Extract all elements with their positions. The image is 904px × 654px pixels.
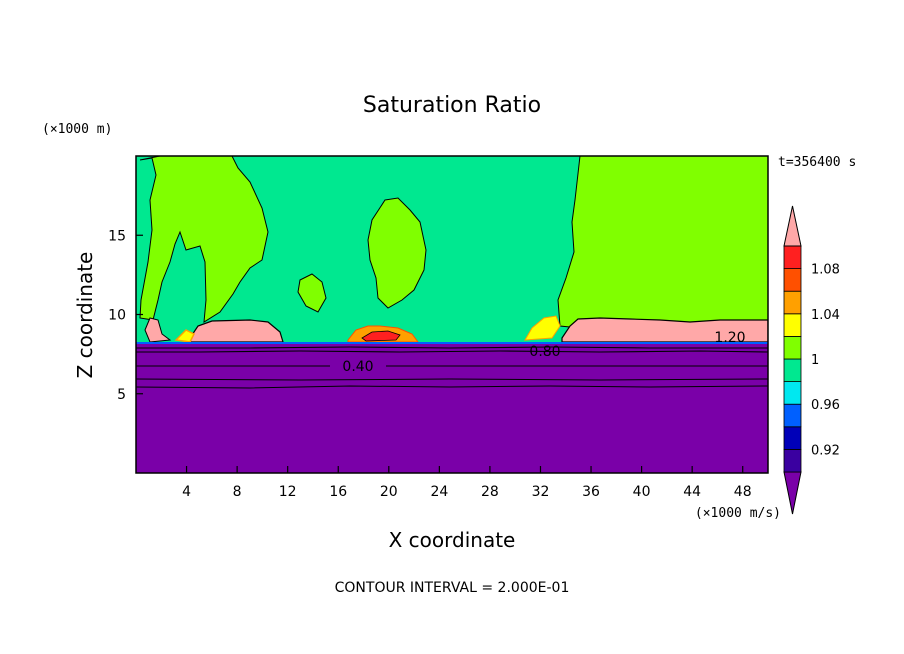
colorbar: 0.92 0.96 1 1.04 1.08 [783, 205, 840, 515]
x-tick-label: 44 [683, 484, 701, 500]
x-tick-label: 32 [532, 484, 550, 500]
colorbar-segment [783, 290, 802, 315]
colorbar-segment [783, 313, 802, 337]
contour-line [136, 350, 768, 353]
contour-line [136, 346, 768, 349]
y-tick-label: 10 [108, 308, 126, 324]
contour-label: 0.80 [529, 344, 560, 360]
x-axis-label: X coordinate [389, 528, 516, 552]
colorbar-segment [783, 448, 802, 473]
colorbar-segment [783, 245, 802, 270]
cloud-core [189, 319, 284, 343]
subsaturated-region [136, 344, 768, 473]
colorbar-tick-label: 1.08 [811, 263, 840, 278]
chart-title: Saturation Ratio [363, 93, 541, 118]
contour-line [136, 378, 768, 381]
colorbar-segment [783, 381, 802, 405]
anvil-region [557, 156, 768, 331]
x-tick-label: 40 [633, 484, 651, 500]
anvil-region [139, 156, 269, 323]
x-tick-label: 4 [182, 484, 191, 500]
x-tick-label: 48 [734, 484, 752, 500]
contour-interval-note: CONTOUR INTERVAL = 2.000E-01 [335, 580, 570, 596]
cloud-core-halo [174, 329, 196, 343]
cloud-core [361, 330, 401, 342]
cloud-core [524, 315, 561, 341]
time-label: t=356400 s [778, 155, 856, 170]
colorbar-tick-label: 1 [811, 353, 819, 368]
y-tick-label: 5 [117, 387, 126, 403]
colorbar-segment [783, 268, 802, 292]
x-tick-label: 24 [430, 484, 448, 500]
plot-field: 0.40 0.80 1.20 [136, 156, 768, 473]
colorbar-segment [783, 426, 802, 450]
x-tick-label: 12 [279, 484, 297, 500]
x-tick-label: 20 [380, 484, 398, 500]
colorbar-tick-label: 0.92 [811, 443, 840, 458]
y-axis: 5 10 15 [108, 228, 143, 403]
x-tick-label: 36 [582, 484, 600, 500]
colorbar-tick-label: 1.04 [811, 308, 840, 323]
x-axis: 4 8 12 16 20 24 28 32 36 40 44 48 [182, 466, 752, 500]
anvil-region [297, 273, 327, 313]
contour-label: 1.20 [714, 330, 745, 346]
x-tick-label: 16 [329, 484, 347, 500]
y-tick-label: 15 [108, 228, 126, 244]
x-unit-label: (×1000 m/s) [695, 506, 781, 521]
x-tick-label: 8 [233, 484, 242, 500]
colorbar-segment [783, 358, 802, 383]
colorbar-extend-low [783, 471, 802, 515]
anvil-region [367, 197, 427, 309]
colorbar-segment [783, 335, 802, 360]
colorbar-tick-label: 0.96 [811, 398, 840, 413]
contour-label: 0.40 [342, 359, 373, 375]
colorbar-extend-high [783, 205, 802, 247]
y-axis-label: Z coordinate [73, 252, 97, 379]
colorbar-segment [783, 403, 802, 428]
y-unit-label: (×1000 m) [42, 122, 112, 137]
x-tick-label: 28 [481, 484, 499, 500]
contour-line [136, 385, 768, 389]
